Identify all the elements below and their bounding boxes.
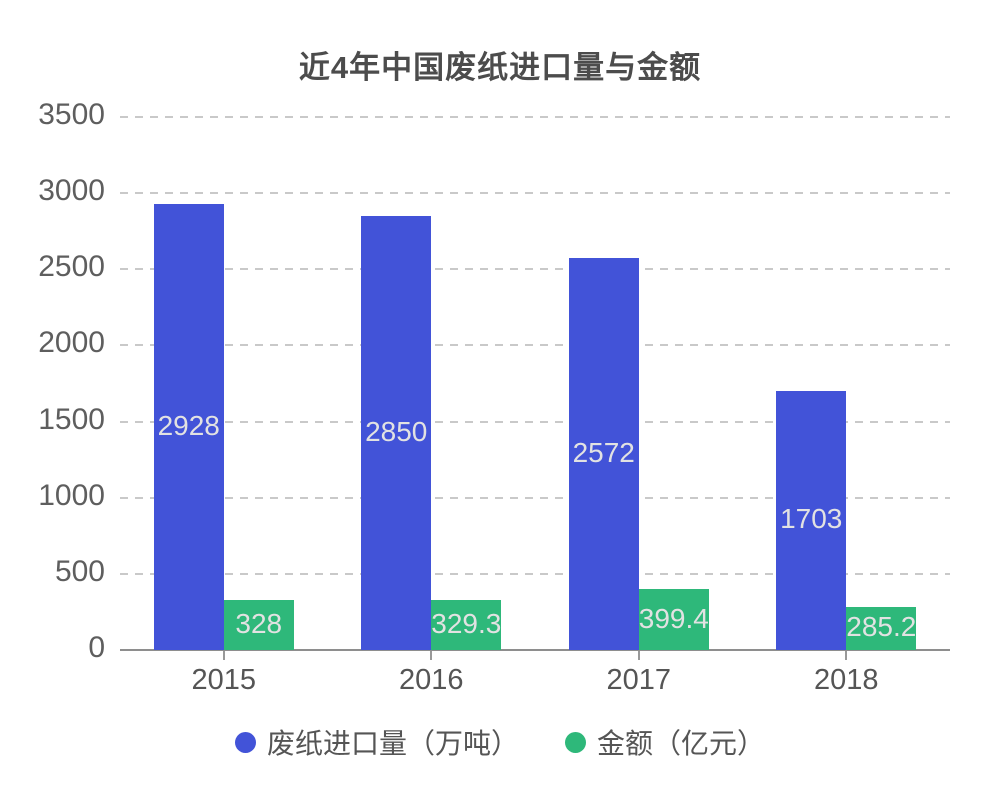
- bar-series1-2015[interactable]: [223, 600, 294, 650]
- bar-value-label-series0-2018: 1703: [780, 503, 843, 535]
- legend-item-series1[interactable]: 金额（亿元）: [565, 722, 765, 762]
- gridline-1500: [120, 420, 950, 423]
- y-axis-tick-label: 2500: [38, 250, 105, 284]
- y-axis-tick-label: 500: [54, 554, 105, 588]
- y-axis-tick-label: 3500: [38, 98, 105, 131]
- legend-marker-circle: [565, 731, 586, 753]
- legend-label: 金额（亿元）: [597, 728, 766, 759]
- bar-series1-2018[interactable]: [846, 606, 917, 650]
- x-axis-tick-label: 2017: [606, 664, 671, 696]
- bar-series1-2016[interactable]: [431, 599, 502, 650]
- bar-value-label-series1-2018: 285.2: [846, 611, 917, 643]
- x-axis-tick-label: 2018: [813, 664, 879, 696]
- bar-value-label-series0-2015: 2928: [157, 410, 220, 442]
- x-axis-tick-mark: [845, 651, 848, 660]
- bar-series0-2017[interactable]: [568, 258, 639, 650]
- x-axis-tick-label: 2016: [398, 664, 464, 696]
- bar-value-label-series1-2017: 399.4: [638, 602, 709, 634]
- legend: 废纸进口量（万吨） 金额（亿元）: [0, 722, 1000, 762]
- chart-title: 近4年中国废纸进口量与金额: [298, 50, 702, 85]
- bar-value-label-series1-2015: 328: [235, 608, 283, 640]
- x-axis-tick-mark: [430, 651, 433, 660]
- legend-label: 废纸进口量（万吨）: [266, 728, 519, 759]
- legend-marker-circle: [234, 731, 256, 753]
- y-axis-tick-label: 2000: [38, 326, 105, 360]
- legend-item-series0[interactable]: 废纸进口量（万吨）: [234, 722, 519, 762]
- gridline-2500: [120, 268, 950, 271]
- y-axis-tick-label: 0: [88, 631, 105, 664]
- gridline-2000: [120, 344, 950, 347]
- gridline-3500: [120, 116, 950, 118]
- bar-series0-2016[interactable]: [361, 215, 432, 650]
- y-axis-tick-label: 3000: [38, 174, 105, 208]
- x-axis-tick-label: 2015: [191, 664, 256, 696]
- x-axis-tick-mark: [222, 651, 225, 660]
- bar-value-label-series0-2016: 2850: [365, 415, 428, 447]
- y-axis-tick-label: 1500: [38, 402, 105, 436]
- y-axis-tick-label: 1000: [38, 478, 105, 512]
- bar-series1-2017[interactable]: [638, 589, 709, 650]
- bar-series0-2018[interactable]: [776, 390, 847, 650]
- gridline-1000: [120, 496, 950, 499]
- x-axis-line: [120, 649, 950, 651]
- bar-value-label-series0-2017: 2572: [572, 437, 635, 469]
- gridline-3000: [120, 192, 950, 195]
- bar-series0-2015[interactable]: [153, 204, 224, 650]
- bar-value-label-series1-2016: 329.3: [431, 607, 502, 639]
- gridline-500: [120, 572, 950, 575]
- x-axis-tick-mark: [637, 651, 640, 660]
